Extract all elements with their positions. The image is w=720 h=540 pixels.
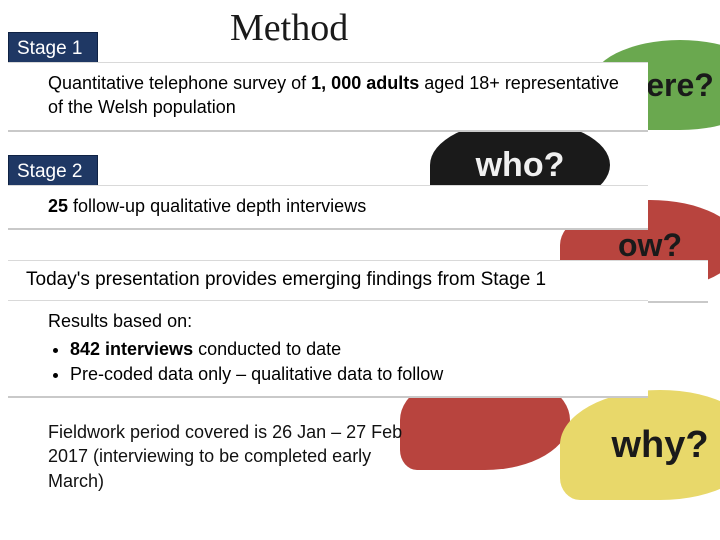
stage1-text-pre: Quantitative telephone survey of	[48, 73, 311, 93]
results-box: Results based on: 842 interviews conduct…	[8, 300, 648, 398]
fieldwork-text: Fieldwork period covered is 26 Jan – 27 …	[8, 420, 408, 493]
results-item: 842 interviews conducted to date	[70, 337, 632, 361]
stage1-text-bold: 1, 000 adults	[311, 73, 419, 93]
stage1-box: Quantitative telephone survey of 1, 000 …	[8, 62, 648, 132]
stage2-badge: Stage 2	[8, 155, 98, 189]
banner-post: from Stage 1	[432, 269, 546, 290]
stage1-badge: Stage 1	[8, 32, 98, 66]
slide: Method Stage 1 Quantitative telephone su…	[0, 0, 720, 540]
results-heading: Results based on:	[48, 309, 632, 333]
results-item: Pre-coded data only – qualitative data t…	[70, 362, 632, 386]
stage2-text-post: follow-up qualitative depth interviews	[68, 196, 366, 216]
slide-title: Method	[230, 6, 348, 50]
stage2-box: 25 follow-up qualitative depth interview…	[8, 185, 648, 230]
banner-box: Today's presentation provides emerging f…	[8, 260, 708, 303]
results-list: 842 interviews conducted to datePre-code…	[70, 337, 632, 386]
stage2-text-bold: 25	[48, 196, 68, 216]
banner-bold: emerging findings	[282, 269, 432, 290]
banner-pre: Today's presentation provides	[26, 269, 282, 290]
